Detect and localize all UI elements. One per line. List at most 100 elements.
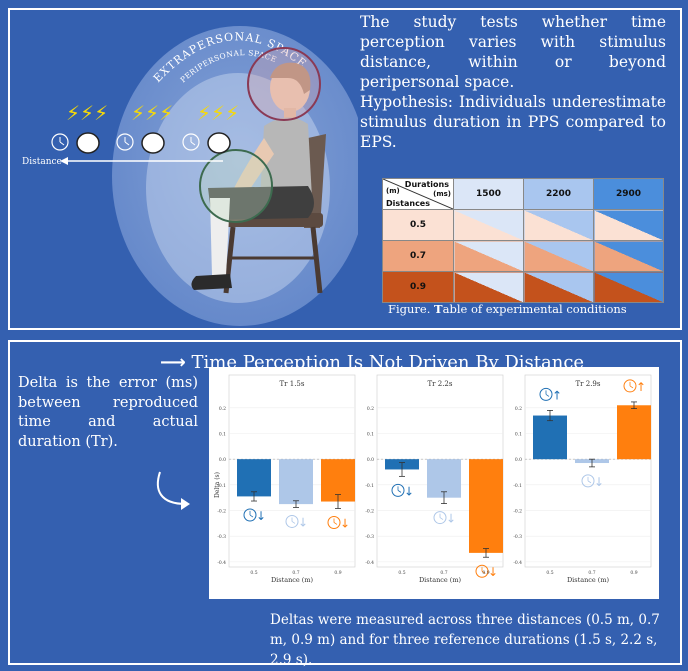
conditions-table-container: Durations (ms) (m) Distances 1500 2200 2… bbox=[382, 178, 664, 303]
y-tick-label: -0.3 bbox=[513, 534, 522, 540]
results-footer: Deltas were measured across three distan… bbox=[270, 612, 660, 668]
arrow-up-icon: ↑ bbox=[636, 380, 646, 394]
arrow-down-icon: ↓ bbox=[594, 475, 604, 489]
stimulus-circle bbox=[207, 132, 231, 154]
duration-header: 2900 bbox=[593, 178, 664, 210]
stimulus-near: ⚡⚡⚡ bbox=[182, 101, 239, 154]
arrow-down-icon: ↓ bbox=[446, 512, 456, 526]
chart-panel bbox=[524, 374, 652, 568]
distance-header: 0.9 bbox=[382, 271, 454, 303]
y-tick-label: -0.2 bbox=[513, 509, 522, 515]
delta-chart: Delta (s) Tr 1.5s 0.2 0.1 0.0 -0.1 -0.2 -0.3 -0.… bbox=[209, 367, 659, 599]
bar bbox=[279, 459, 313, 505]
lightning-icon: ⚡⚡⚡ bbox=[66, 101, 108, 125]
duration-header: 1500 bbox=[453, 178, 524, 210]
stimulus-circle bbox=[76, 132, 100, 154]
y-tick-label: -0.4 bbox=[513, 560, 522, 566]
y-tick-label: 0.1 bbox=[219, 432, 226, 438]
seated-person-illustration bbox=[191, 62, 314, 290]
arrow-up-icon: ↑ bbox=[552, 388, 562, 402]
bar bbox=[469, 459, 503, 553]
curved-arrow-icon bbox=[156, 471, 190, 510]
condition-cell bbox=[453, 209, 524, 241]
stimulus-mid: ⚡⚡⚡ bbox=[116, 101, 173, 154]
x-tick-label: 0.7 bbox=[292, 570, 299, 576]
y-tick-label: -0.1 bbox=[217, 483, 226, 489]
y-tick-label: 0.1 bbox=[367, 432, 374, 438]
distances-header-label: Distances bbox=[386, 199, 430, 208]
lap-focus-circle bbox=[199, 149, 273, 223]
x-tick-label: 0.5 bbox=[546, 570, 553, 576]
panel-title: Tr 1.5s bbox=[280, 380, 305, 388]
condition-cell bbox=[593, 240, 664, 272]
lightning-icon: ⚡⚡⚡ bbox=[197, 101, 239, 125]
caption-prefix: Figure. bbox=[388, 302, 431, 316]
y-tick-label: 0.0 bbox=[367, 457, 374, 463]
lightning-icon: ⚡⚡⚡ bbox=[131, 101, 173, 125]
table-corner-header: Durations (ms) (m) Distances bbox=[382, 178, 454, 210]
y-axis-label: Delta (s) bbox=[214, 472, 221, 498]
condition-cell bbox=[523, 209, 594, 241]
y-tick-label: -0.2 bbox=[365, 509, 374, 515]
distances-unit-label: (m) bbox=[386, 187, 400, 195]
study-description: The study tests whether time perception … bbox=[360, 12, 666, 152]
clock-hand bbox=[545, 394, 550, 397]
x-tick-label: 0.9 bbox=[630, 570, 637, 576]
x-tick-label: 0.5 bbox=[250, 570, 257, 576]
clock-hand bbox=[439, 517, 444, 520]
clock-hand bbox=[629, 385, 634, 389]
head-focus-circle bbox=[247, 47, 321, 121]
distance-arrow bbox=[60, 157, 223, 165]
y-tick-label: -0.1 bbox=[365, 483, 374, 489]
y-tick-label: 0.2 bbox=[367, 406, 374, 412]
clock-icon bbox=[475, 564, 489, 578]
study-overview-panel bbox=[8, 8, 682, 330]
condition-cell bbox=[593, 271, 664, 303]
y-tick-label: 0.0 bbox=[219, 457, 226, 463]
clock-hand bbox=[587, 480, 592, 484]
x-tick-label: 0.7 bbox=[588, 570, 595, 576]
table-caption: Figure. Table of experimental conditions bbox=[388, 302, 627, 316]
study-summary: The study tests whether time perception … bbox=[360, 13, 666, 91]
condition-cell bbox=[453, 240, 524, 272]
panel-title: Tr 2.2s bbox=[428, 380, 453, 388]
results-panel bbox=[8, 340, 682, 665]
x-tick-label: 0.9 bbox=[482, 570, 489, 576]
condition-cell bbox=[453, 271, 524, 303]
y-tick-label: -0.4 bbox=[365, 560, 374, 566]
bar bbox=[427, 459, 461, 498]
clock-icon bbox=[285, 514, 299, 528]
clock-icon bbox=[243, 508, 257, 522]
arrow-down-icon: ↓ bbox=[340, 516, 350, 530]
clock-icon bbox=[581, 474, 595, 488]
clock-icon bbox=[539, 387, 553, 401]
clock-hand bbox=[291, 521, 296, 524]
stimulus-far: ⚡⚡⚡ bbox=[51, 101, 108, 154]
y-tick-label: 0.1 bbox=[515, 432, 522, 438]
study-hypothesis: Hypothesis: Individuals underestimate st… bbox=[360, 93, 666, 151]
y-tick-label: -0.2 bbox=[217, 509, 226, 515]
durations-header-label: Durations bbox=[404, 180, 449, 189]
right-arrow-icon: ⟶ bbox=[160, 352, 186, 373]
clock-icon bbox=[327, 515, 341, 529]
y-tick-label: -0.3 bbox=[217, 534, 226, 540]
y-tick-label: 0.0 bbox=[515, 457, 522, 463]
x-tick-label: 0.7 bbox=[440, 570, 447, 576]
y-tick-label: -0.4 bbox=[217, 560, 226, 566]
duration-header: 2200 bbox=[523, 178, 594, 210]
clock-icon bbox=[182, 133, 200, 151]
stimulus-circle bbox=[141, 132, 165, 154]
panel-title: Tr 2.9s bbox=[576, 380, 601, 388]
condition-cell bbox=[593, 209, 664, 241]
arrow-down-icon: ↓ bbox=[488, 565, 498, 579]
bar bbox=[237, 459, 271, 497]
arrow-down-icon: ↓ bbox=[256, 509, 266, 523]
space-illustration: EXTRAPERSONAL SPACE PERIPERSONAL SPACE ⚡… bbox=[22, 26, 358, 326]
clock-hand bbox=[333, 522, 338, 525]
clock-hand bbox=[397, 490, 402, 493]
clock-icon bbox=[116, 133, 134, 151]
clock-icon bbox=[391, 483, 405, 497]
clock-hand bbox=[249, 514, 254, 518]
distance-header: 0.5 bbox=[382, 209, 454, 241]
clock-icon bbox=[51, 133, 69, 151]
